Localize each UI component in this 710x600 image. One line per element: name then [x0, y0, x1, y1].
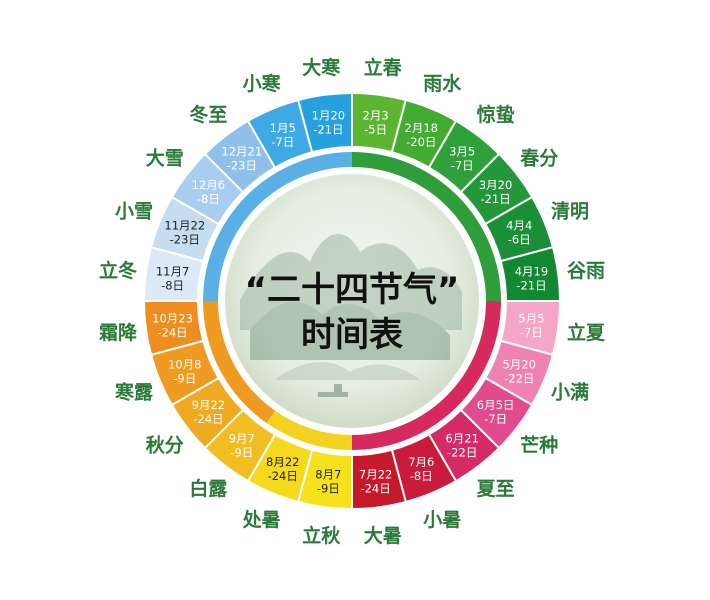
- term-name: 大雪: [146, 146, 184, 169]
- term-name: 立夏: [567, 321, 606, 344]
- term-name: 小满: [551, 380, 589, 403]
- term-date-end: -7日: [271, 135, 294, 149]
- term-date-start: 10月23: [152, 312, 193, 326]
- term-date-start: 3月20: [479, 178, 512, 192]
- term-date-end: -23日: [227, 158, 257, 172]
- term-name: 冬至: [189, 103, 227, 126]
- term-date-start: 5月20: [502, 357, 535, 371]
- term-date-start: 10月8: [168, 357, 201, 371]
- term-date-end: -7日: [451, 158, 474, 172]
- term-name: 惊蛰: [477, 103, 515, 126]
- term-name: 小寒: [243, 72, 281, 95]
- chart-title-line1: “二十四节气”: [245, 270, 460, 310]
- term-date-start: 12月6: [192, 178, 225, 192]
- season-arc: [352, 301, 501, 450]
- term-date-end: -7日: [520, 326, 543, 340]
- term-name: 寒露: [115, 380, 154, 403]
- term-date-start: 9月7: [229, 432, 255, 446]
- term-date-start: 7月6: [408, 455, 434, 469]
- term-date-start: 1月5: [270, 121, 296, 135]
- term-date-start: 6月21: [445, 432, 478, 446]
- season-ring: [203, 152, 501, 450]
- term-date-end: -5日: [364, 123, 387, 137]
- term-date-end: -9日: [317, 481, 340, 495]
- term-date-end: -8日: [410, 469, 433, 483]
- term-segment: [296, 91, 353, 154]
- term-date-end: -9日: [173, 371, 196, 385]
- term-date-start: 8月22: [266, 455, 299, 469]
- term-date-start: 1月20: [312, 109, 345, 123]
- term-name: 立秋: [302, 524, 341, 547]
- term-name: 春分: [520, 146, 558, 169]
- term-date-start: 11月7: [156, 264, 189, 278]
- term-date-end: -7日: [484, 412, 507, 426]
- term-date-end: -21日: [516, 278, 546, 292]
- season-arc: [203, 152, 352, 301]
- term-date-start: 7月22: [359, 467, 392, 481]
- term-name: 立冬: [99, 259, 137, 282]
- term-date-end: -9日: [230, 446, 253, 460]
- term-date-start: 2月18: [405, 121, 438, 135]
- term-date-end: -8日: [197, 192, 220, 206]
- term-date-start: 11月22: [164, 219, 205, 233]
- term-date-start: 12月21: [221, 144, 262, 158]
- term-name: 小暑: [423, 509, 461, 531]
- term-date-end: -22日: [447, 446, 477, 460]
- term-date-start: 4月19: [515, 264, 548, 278]
- term-date-end: -22日: [504, 371, 534, 385]
- landscape-art: [240, 233, 462, 397]
- term-date-end: -24日: [193, 412, 223, 426]
- term-name: 霜降: [98, 321, 138, 344]
- term-name: 秋分: [146, 434, 184, 457]
- term-name: 小雪: [115, 201, 153, 223]
- term-date-start: 8月7: [315, 467, 341, 481]
- term-date-start: 5月5: [518, 312, 544, 326]
- term-name: 白露: [189, 477, 228, 500]
- term-name: 处暑: [242, 508, 281, 531]
- term-name: 夏至: [477, 478, 515, 500]
- season-arc: [266, 410, 352, 450]
- season-arc: [203, 301, 276, 424]
- term-date-end: -21日: [313, 123, 343, 137]
- term-date-start: 9月22: [192, 398, 225, 412]
- term-labels: 2月3-5日立春2月18-20日雨水3月5-7日惊蛰3月20-21日春分4月4-…: [98, 56, 606, 547]
- term-date-start: 4月4: [506, 219, 532, 233]
- term-name: 立春: [364, 56, 402, 79]
- term-date-end: -24日: [268, 469, 298, 483]
- term-date-end: -20日: [406, 135, 436, 149]
- term-date-start: 2月3: [363, 109, 389, 123]
- term-name: 清明: [551, 200, 589, 223]
- term-date-end: -23日: [170, 233, 200, 247]
- term-date-end: -24日: [157, 326, 187, 340]
- term-date-start: 3月5: [449, 144, 475, 158]
- term-name: 雨水: [423, 73, 462, 95]
- season-arc: [352, 152, 501, 301]
- date-segments: [142, 91, 562, 511]
- term-date-end: -6日: [508, 233, 531, 247]
- term-date-end: -8日: [161, 278, 184, 292]
- term-name: 芒种: [520, 434, 558, 457]
- chart-title-line2: 时间表: [301, 315, 403, 355]
- term-name: 大寒: [302, 56, 340, 79]
- term-date-end: -24日: [360, 481, 390, 495]
- term-name: 大暑: [364, 524, 402, 547]
- term-date-start: 6月5日: [477, 398, 515, 412]
- term-date-end: -21日: [480, 192, 510, 206]
- term-name: 谷雨: [567, 260, 605, 282]
